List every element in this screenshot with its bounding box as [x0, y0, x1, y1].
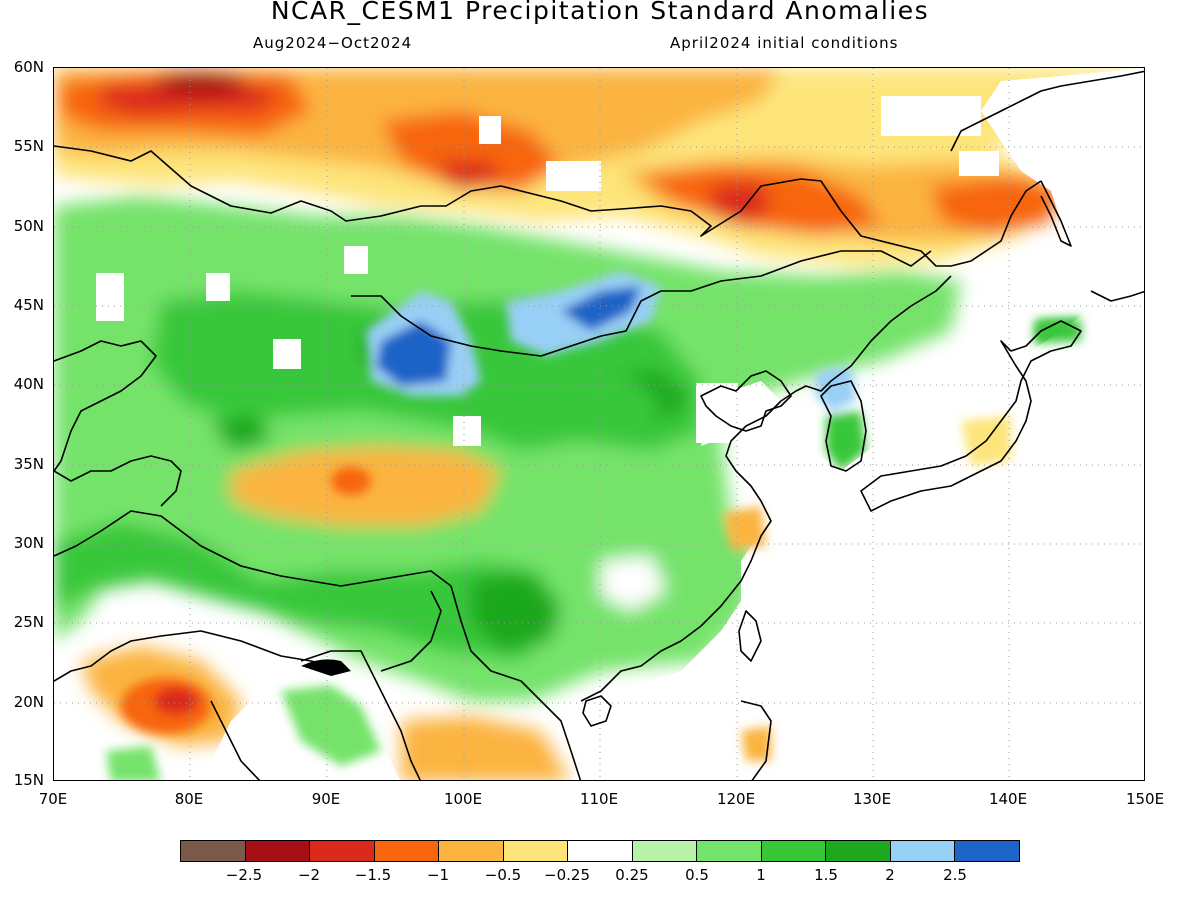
map-title: NCAR_CESM1 Precipitation Standard Anomal… — [270, 0, 930, 25]
colorbar-label: 1.5 — [814, 866, 838, 884]
colorbar-label: 0.5 — [685, 866, 709, 884]
lon-label: 110E — [579, 790, 619, 808]
colorbar — [180, 840, 1020, 862]
colorbar-label: −0.25 — [544, 866, 590, 884]
lon-label: 80E — [174, 790, 204, 808]
colorbar-swatch — [245, 841, 311, 861]
lon-label: 140E — [988, 790, 1028, 808]
colorbar-swatch — [374, 841, 440, 861]
colorbar-label: 0.25 — [615, 866, 649, 884]
colorbar-swatch — [503, 841, 569, 861]
colorbar-label: −1.5 — [354, 866, 392, 884]
delta-coast — [301, 659, 351, 676]
lat-label: 25N — [13, 613, 44, 631]
lat-label: 15N — [13, 771, 44, 789]
colorbar-label: 1 — [756, 866, 766, 884]
lat-label: 30N — [13, 534, 44, 552]
colorbar-swatch — [310, 841, 375, 861]
lat-label: 50N — [13, 217, 44, 235]
lat-label: 55N — [13, 137, 44, 155]
lat-label: 60N — [13, 58, 44, 76]
lat-label: 35N — [13, 455, 44, 473]
coastlines-and-borders — [54, 70, 1144, 780]
colorbar-swatch — [181, 841, 246, 861]
lat-label: 45N — [13, 296, 44, 314]
colorbar-label: 2 — [885, 866, 895, 884]
colorbar-swatch — [568, 841, 633, 861]
colorbar-swatch — [890, 841, 956, 861]
colorbar-swatch — [761, 841, 827, 861]
lat-label: 40N — [13, 375, 44, 393]
anomaly-field — [54, 68, 1144, 780]
colorbar-label: 2.5 — [943, 866, 967, 884]
lon-label: 70E — [38, 790, 68, 808]
colorbar-label: −0.5 — [484, 866, 522, 884]
lon-label: 130E — [852, 790, 892, 808]
colorbar-swatch — [697, 841, 762, 861]
colorbar-label: −1 — [426, 866, 450, 884]
lat-label: 20N — [13, 693, 44, 711]
initial-conditions-label: April2024 initial conditions — [670, 34, 899, 52]
colorbar-label: −2 — [297, 866, 321, 884]
lon-label: 100E — [443, 790, 483, 808]
lon-label: 90E — [311, 790, 341, 808]
lon-label: 150E — [1125, 790, 1165, 808]
colorbar-swatch — [439, 841, 504, 861]
season-label: Aug2024−Oct2024 — [253, 34, 413, 52]
colorbar-label: −2.5 — [225, 866, 263, 884]
precipitation-anomaly-map — [53, 67, 1145, 781]
colorbar-swatch — [632, 841, 698, 861]
lon-label: 120E — [716, 790, 756, 808]
colorbar-swatch — [826, 841, 891, 861]
colorbar-swatch — [955, 841, 1019, 861]
